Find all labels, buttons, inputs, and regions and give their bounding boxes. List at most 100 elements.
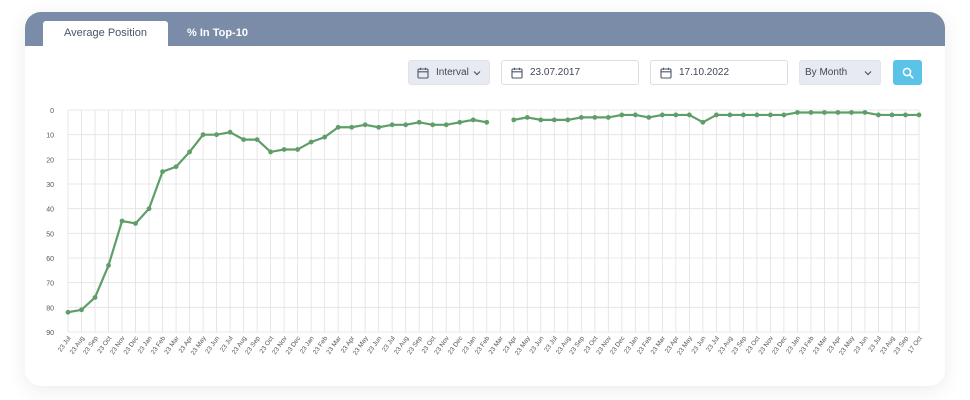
data-point (849, 110, 854, 115)
search-button[interactable] (893, 60, 922, 85)
data-point (619, 112, 625, 118)
data-point (551, 117, 557, 123)
x-tick-label: 23 Mar (812, 334, 830, 355)
y-tick-label: 70 (46, 281, 54, 288)
x-tick-label: 23 Jun (204, 335, 221, 355)
data-point (416, 119, 422, 125)
data-point (686, 112, 692, 118)
date-from-field[interactable]: 23.07.2017 (501, 60, 639, 85)
data-point (268, 149, 274, 155)
x-tick-label: 23 Jun (528, 335, 545, 355)
data-point (362, 122, 368, 128)
group-by-select[interactable]: By Month (799, 60, 881, 85)
data-point (862, 110, 868, 115)
data-point (713, 112, 719, 118)
x-tick-label: 23 Mar (650, 334, 668, 355)
tab-top-10[interactable]: % In Top-10 (187, 27, 248, 39)
x-tick-label: 17 Oct (907, 335, 924, 355)
data-point (700, 119, 706, 125)
data-point (227, 129, 233, 135)
data-point (281, 147, 287, 152)
x-tick-label: 23 Jun (853, 335, 870, 355)
data-point (592, 115, 598, 120)
date-to-value: 17.10.2022 (679, 67, 730, 78)
x-tick-label: 23 Sep (406, 335, 424, 356)
x-tick-label: 23 May (676, 335, 694, 357)
x-tick-label: 23 Sep (893, 335, 911, 356)
card-header: Average Position % In Top-10 (25, 12, 945, 46)
data-point (781, 112, 787, 118)
calendar-icon (417, 67, 429, 79)
calendar-icon (660, 67, 672, 79)
data-point (119, 218, 125, 224)
data-point (795, 110, 800, 115)
data-point (646, 115, 652, 120)
y-tick-label: 40 (46, 207, 54, 214)
x-tick-label: 23 Jun (691, 335, 708, 355)
data-point (79, 307, 84, 313)
group-by-label: By Month (805, 67, 848, 78)
chart-card: Average Position % In Top-10 Interval 23… (25, 12, 945, 386)
data-point (322, 134, 328, 140)
data-point (835, 110, 841, 115)
data-point (876, 112, 881, 118)
x-tick-label: 23 Sep (568, 335, 586, 356)
data-point (754, 112, 760, 118)
data-point (241, 137, 247, 142)
data-point (254, 137, 260, 142)
x-tick-label: 23 Mar (163, 334, 181, 355)
interval-label: Interval (436, 67, 469, 78)
y-tick-label: 10 (46, 133, 54, 140)
data-point (484, 119, 490, 125)
data-point (389, 122, 395, 128)
data-point (403, 122, 409, 128)
data-point (768, 112, 773, 118)
data-point (187, 149, 192, 155)
x-tick-label: 23 Mar (325, 334, 343, 355)
data-point (335, 124, 341, 130)
x-tick-label: 23 May (352, 335, 370, 357)
x-tick-label: 23 May (190, 335, 208, 357)
data-point (632, 112, 638, 118)
data-point (673, 112, 679, 118)
data-point (659, 112, 665, 118)
data-point (65, 309, 71, 315)
data-point (295, 147, 301, 152)
date-to-field[interactable]: 17.10.2022 (650, 60, 788, 85)
y-tick-label: 80 (46, 305, 54, 312)
data-point (457, 119, 463, 125)
x-tick-label: 23 Sep (244, 335, 262, 356)
data-point (92, 295, 98, 300)
x-tick-label: 23 May (838, 335, 856, 357)
chevron-down-icon (864, 70, 872, 76)
data-point (524, 115, 530, 120)
data-point (146, 206, 152, 212)
data-point (214, 132, 219, 138)
data-point (889, 112, 895, 118)
x-tick-label: 23 Mar (488, 334, 506, 355)
data-point (443, 122, 449, 128)
data-point (916, 112, 922, 118)
series-line (66, 118, 488, 314)
y-tick-label: 50 (46, 231, 54, 238)
data-point (808, 110, 814, 115)
data-point (308, 139, 314, 145)
search-icon (902, 67, 914, 79)
date-from-value: 23.07.2017 (530, 67, 581, 78)
data-point (565, 117, 571, 123)
y-tick-label: 30 (46, 182, 54, 189)
data-point (200, 132, 206, 138)
data-point (470, 117, 476, 123)
data-point (376, 124, 382, 130)
interval-select[interactable]: Interval (408, 60, 490, 85)
data-point (538, 117, 544, 123)
data-point (106, 263, 111, 268)
y-tick-label: 20 (46, 157, 54, 164)
data-point (727, 112, 733, 118)
tab-average-position[interactable]: Average Position (43, 21, 168, 46)
data-point (173, 164, 179, 170)
data-point (160, 169, 165, 175)
data-point (903, 112, 908, 118)
data-point (740, 112, 746, 118)
